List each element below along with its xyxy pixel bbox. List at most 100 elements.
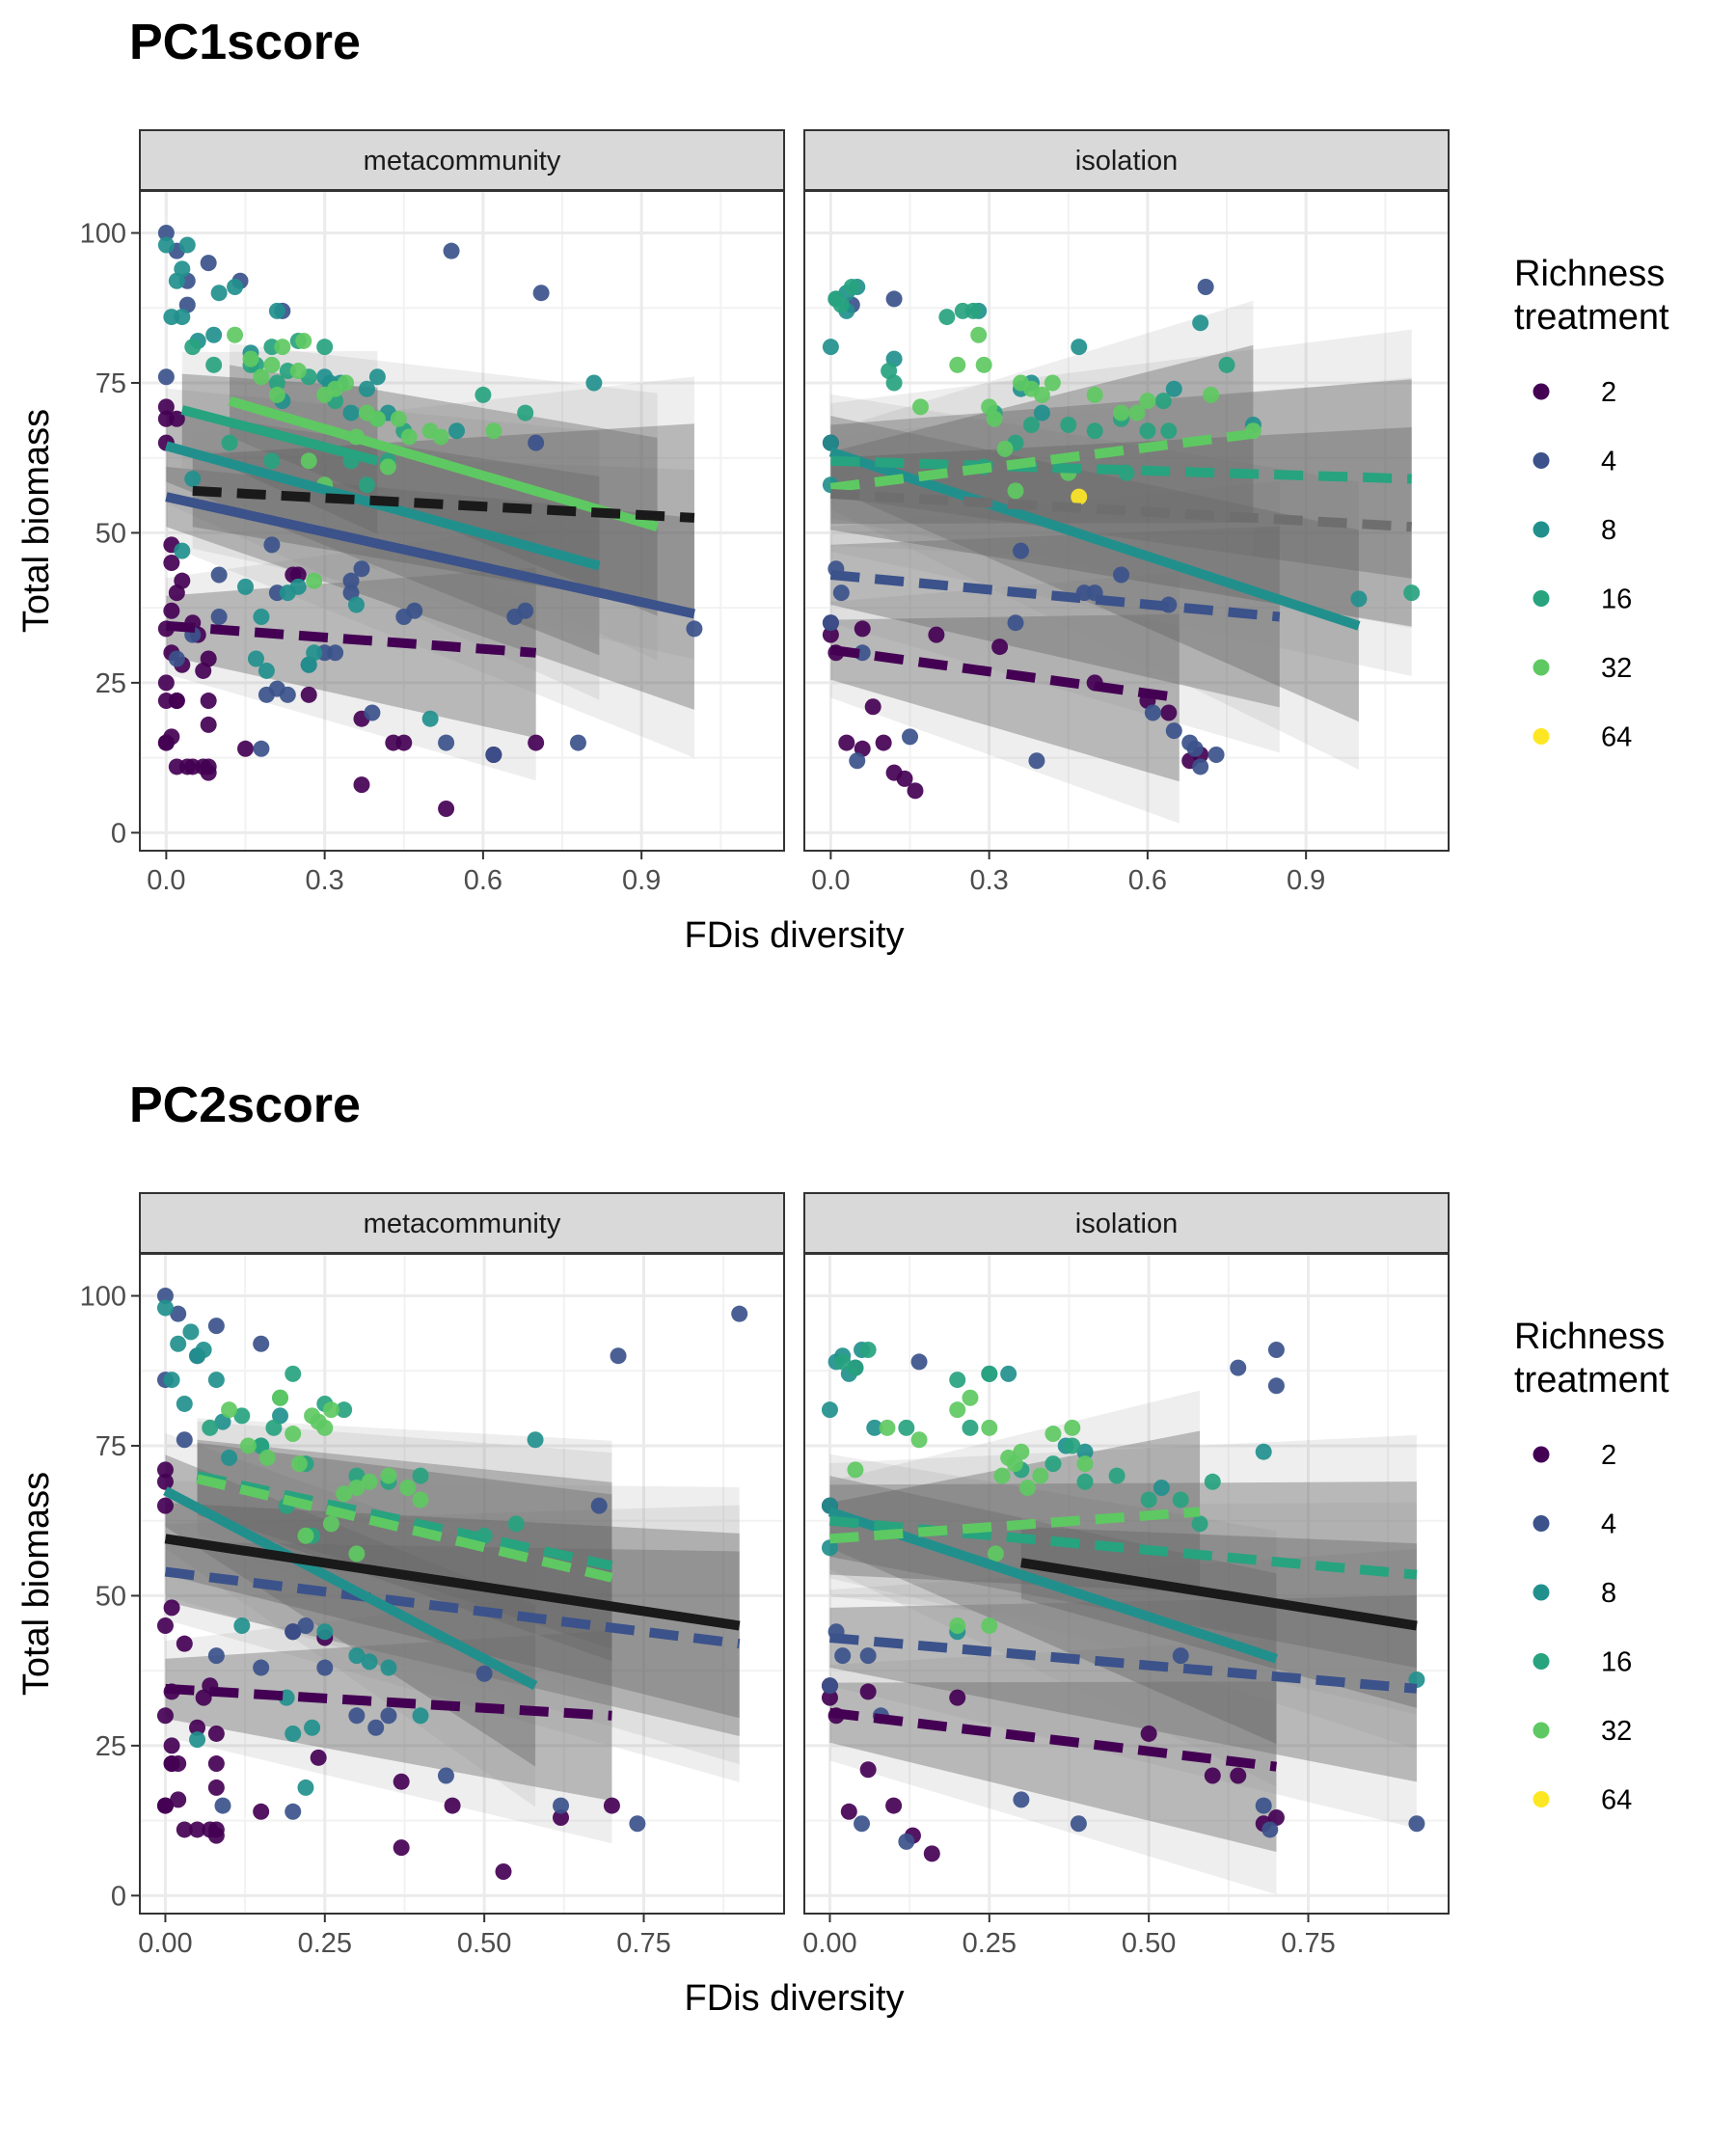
data-point-richness-32 [879,1419,896,1436]
data-point-richness-2 [864,698,882,716]
facet-label: isolation [1075,1209,1178,1239]
data-point-richness-8 [527,1431,544,1449]
data-point-richness-2 [200,693,217,710]
data-point-richness-32 [996,440,1014,457]
data-point-richness-8 [821,1539,838,1557]
data-point-richness-32 [399,1480,417,1497]
data-point-richness-8 [237,578,255,595]
data-point-richness-4 [367,1719,385,1736]
data-point-richness-32 [300,452,317,470]
panel-metacommunity: metacommunity 0.0 0.3 0.6 0.9 0 25 50 75 100 [80,129,785,896]
data-point-richness-8 [358,380,375,397]
data-point-richness-2 [838,734,855,751]
data-point-richness-4 [1007,614,1024,632]
data-point-richness-16 [843,278,860,295]
data-point-richness-32 [970,326,988,343]
data-point-richness-32 [981,1419,998,1436]
data-point-richness-8 [421,710,439,727]
confidence-band [197,1439,612,1649]
data-point-richness-8 [289,578,307,595]
data-point-richness-32 [368,410,386,427]
fit-line-richness-2 [828,1707,1278,1772]
data-point-richness-8 [174,309,191,326]
data-point-richness-4 [157,225,175,242]
data-point-richness-32 [400,428,418,446]
data-point-richness-16 [205,356,223,373]
data-point-richness-4 [364,704,381,721]
x-tick-label: 0.25 [298,1928,352,1959]
legend-label: 4 [1601,1509,1616,1540]
data-point-richness-8 [412,1707,429,1725]
chart-2: metacommunity 0.00 0.25 0.50 0.75 0 25 50 75 100 i… [16,1192,1669,2019]
fit-line-richness-8 [163,1486,538,1691]
fit-line-richness-overall [192,485,695,523]
data-point-richness-16 [885,374,903,392]
data-point-richness-8 [361,1653,378,1671]
data-point-richness-16 [263,452,281,470]
data-point-richness-2 [156,1617,174,1635]
data-point-richness-16 [348,1467,366,1484]
x-tick-label: 0.0 [811,865,850,896]
data-point-richness-32 [306,572,323,589]
data-point-richness-16 [1140,1491,1157,1508]
data-point-richness-2 [156,1473,174,1490]
confidence-band [830,526,1280,708]
data-point-richness-8 [821,1401,838,1419]
fit-line-richness-2 [166,620,537,658]
fit-line-richness-32 [228,395,660,532]
data-point-richness-32 [1044,374,1061,392]
data-point-richness-2 [200,650,217,667]
data-point-richness-2 [200,758,217,775]
plot-title-pc1: PC1score [129,14,361,70]
data-point-richness-2 [207,1755,225,1773]
fit-line-richness-4 [165,492,695,619]
data-point-richness-16 [964,302,982,319]
data-point-richness-2 [156,1797,174,1814]
data-point-richness-8 [300,656,317,673]
confidence-band-outer [165,1432,536,1807]
confidence-band-outer [830,377,1412,677]
data-point-richness-4 [253,740,270,757]
data-point-richness-2 [189,1719,206,1736]
data-point-richness-32 [268,386,285,403]
data-point-richness-16 [336,1401,353,1419]
data-point-richness-4 [898,1833,915,1850]
data-point-richness-4 [437,1767,454,1784]
data-point-richness-2 [393,1839,410,1857]
data-point-richness-16 [962,1419,979,1436]
y-tick-label: 50 [95,1581,126,1612]
data-point-richness-4 [859,1647,877,1665]
data-point-richness-8 [822,434,839,451]
data-point-richness-2 [438,800,455,817]
data-point-richness-8 [233,1617,251,1635]
data-point-richness-2 [875,734,892,751]
data-point-richness-32 [285,1426,302,1443]
data-point-richness-2 [156,1497,174,1514]
fit-line-richness-32 [829,428,1255,493]
data-point-richness-4 [910,1353,928,1371]
x-tick-label: 0.25 [963,1928,1017,1959]
fit-line-richness-overall [164,1534,741,1631]
legend-label: 32 [1601,1716,1632,1747]
confidence-band-outer [197,1418,612,1691]
data-point-richness-4 [285,1803,302,1820]
confidence-band-outer [829,1549,1417,1829]
data-point-richness-2 [176,1821,193,1838]
data-point-richness-2 [1204,1767,1221,1784]
confidence-band-outer [830,480,1280,753]
legend-title: Richness [1514,1317,1665,1357]
legend-key-8 [1533,521,1550,538]
data-point-richness-4 [528,434,545,451]
data-point-richness-32 [1007,482,1024,500]
legend-key-8 [1533,1584,1550,1601]
x-tick-label: 0.50 [1122,1928,1176,1959]
legend-label: 8 [1601,1578,1616,1609]
data-point-richness-8 [174,542,191,559]
data-point-richness-2 [840,1803,857,1820]
x-tick-label: 0.75 [1281,1928,1335,1959]
data-point-richness-8 [347,596,365,613]
data-point-richness-32 [981,1617,998,1635]
data-point-richness-4 [263,536,281,554]
data-point-richness-4 [1172,1647,1189,1665]
y-tick-label: 50 [95,518,126,549]
